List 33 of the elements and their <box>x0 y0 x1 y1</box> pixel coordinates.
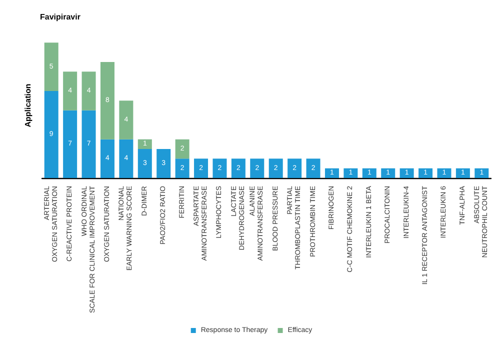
bar <box>306 158 320 178</box>
bar <box>138 149 152 178</box>
y-axis-title: Application <box>24 84 32 128</box>
bar <box>82 72 96 110</box>
bar <box>381 168 396 178</box>
bar <box>44 42 58 91</box>
bar <box>119 139 134 178</box>
bar <box>138 139 152 149</box>
bar <box>456 168 470 178</box>
bar <box>63 72 78 110</box>
bar <box>324 168 339 178</box>
chart-title: Favipiravir <box>40 12 80 22</box>
bar <box>231 158 246 178</box>
bar <box>474 168 489 178</box>
bar <box>212 158 227 178</box>
bar <box>250 158 264 178</box>
bar <box>156 149 171 178</box>
bar <box>288 158 302 178</box>
bar <box>100 139 114 178</box>
bar <box>82 110 96 178</box>
bar <box>437 168 452 178</box>
bar <box>44 91 58 178</box>
bar <box>100 62 114 140</box>
bar <box>194 158 208 178</box>
bar <box>175 139 190 159</box>
bar <box>362 168 376 178</box>
bar <box>418 168 433 178</box>
bar <box>344 168 358 178</box>
bar <box>268 158 283 178</box>
bar <box>400 168 414 178</box>
bar <box>119 100 134 140</box>
bar <box>175 158 190 178</box>
bar <box>63 110 78 178</box>
